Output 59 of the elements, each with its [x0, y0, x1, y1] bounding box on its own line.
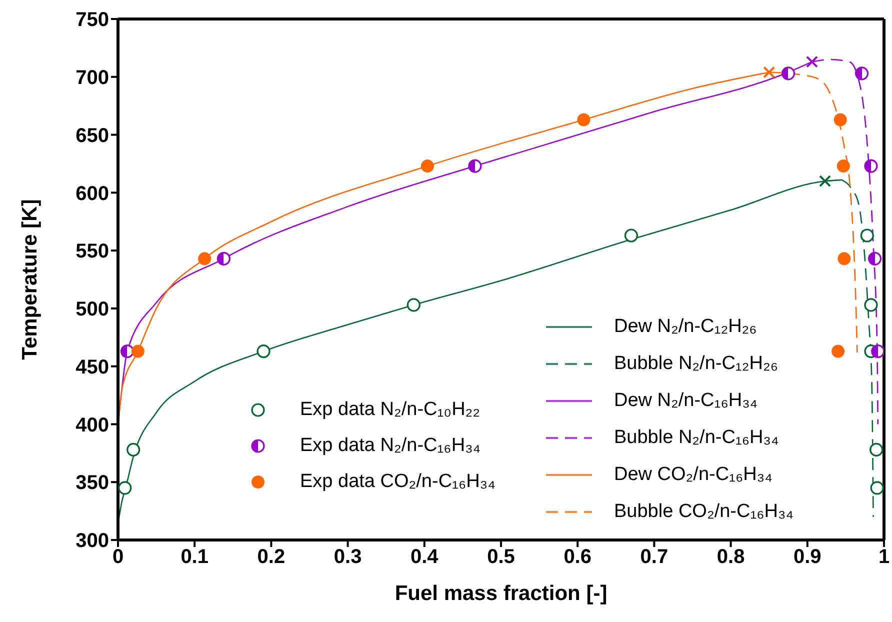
x-tick-label: 0.6	[564, 546, 592, 568]
y-tick-label: 500	[76, 298, 109, 321]
point	[860, 228, 874, 242]
point	[870, 481, 884, 495]
y-tick-label: 450	[76, 356, 109, 378]
y-tick-label: 550	[76, 240, 109, 263]
point	[781, 66, 796, 80]
point	[871, 344, 884, 358]
point	[577, 113, 590, 126]
x-tick-label: 0.4	[410, 546, 440, 568]
legend-label: Dew CO₂/n-C₁₆H₃₄	[614, 464, 772, 486]
point	[836, 160, 850, 173]
x-tick-label: 0.2	[257, 546, 286, 568]
legend-label: Dew N₂/n-C₁₆H₃₄	[614, 390, 758, 412]
x-tick-label: 0.7	[640, 546, 668, 568]
x-tick-label: 1	[878, 546, 890, 568]
point	[216, 252, 231, 266]
point	[834, 113, 847, 126]
x-axis-title: Fuel mass fraction [-]	[394, 582, 608, 605]
point	[126, 442, 140, 456]
legend-label: Bubble N₂/n-C₁₆H₃₄	[614, 426, 779, 448]
legend-label: Exp data N₂/n-C₁₆H₃₄	[300, 435, 481, 457]
y-axis-title: Temperature [K]	[18, 199, 42, 360]
y-tick-label: 650	[76, 124, 109, 147]
point	[864, 159, 878, 173]
point	[819, 175, 832, 188]
y-tick-label: 750	[76, 9, 109, 32]
x-tick-label: 0.9	[793, 546, 822, 568]
point	[256, 344, 270, 358]
x-tick-label: 0	[112, 546, 124, 568]
point	[198, 252, 212, 266]
point	[832, 344, 845, 358]
point	[868, 252, 882, 266]
y-tick-label: 700	[76, 66, 109, 89]
point	[131, 344, 144, 358]
y-tick-label: 300	[76, 530, 109, 552]
x-tick-label: 0.8	[716, 546, 745, 568]
point	[864, 298, 878, 312]
x-tick-label: 0.5	[487, 546, 515, 568]
x-tick-label: 0.3	[334, 546, 362, 568]
point	[468, 159, 482, 173]
legend-label: Bubble N₂/n-C₁₂H₂₆	[614, 352, 778, 374]
point	[406, 298, 420, 312]
y-tick-label: 400	[76, 414, 109, 436]
y-tick-label: 350	[76, 472, 109, 494]
point	[854, 66, 869, 80]
point	[420, 160, 434, 173]
legend-label: Exp data N₂/n-C₁₀H₂₂	[300, 399, 480, 421]
legend-label: Bubble CO₂/n-C₁₆H₃₄	[614, 500, 794, 522]
point	[624, 228, 638, 242]
point	[870, 442, 884, 456]
y-tick-label: 600	[76, 182, 109, 205]
x-tick-label: 0.1	[180, 546, 209, 568]
point	[118, 481, 132, 495]
legend-label: Exp data CO₂/n-C₁₆H₃₄	[300, 471, 496, 493]
point	[120, 344, 134, 358]
point	[806, 56, 818, 68]
point	[838, 252, 851, 266]
legend-label: Dew N₂/n-C₁₂H₂₆	[614, 316, 757, 338]
